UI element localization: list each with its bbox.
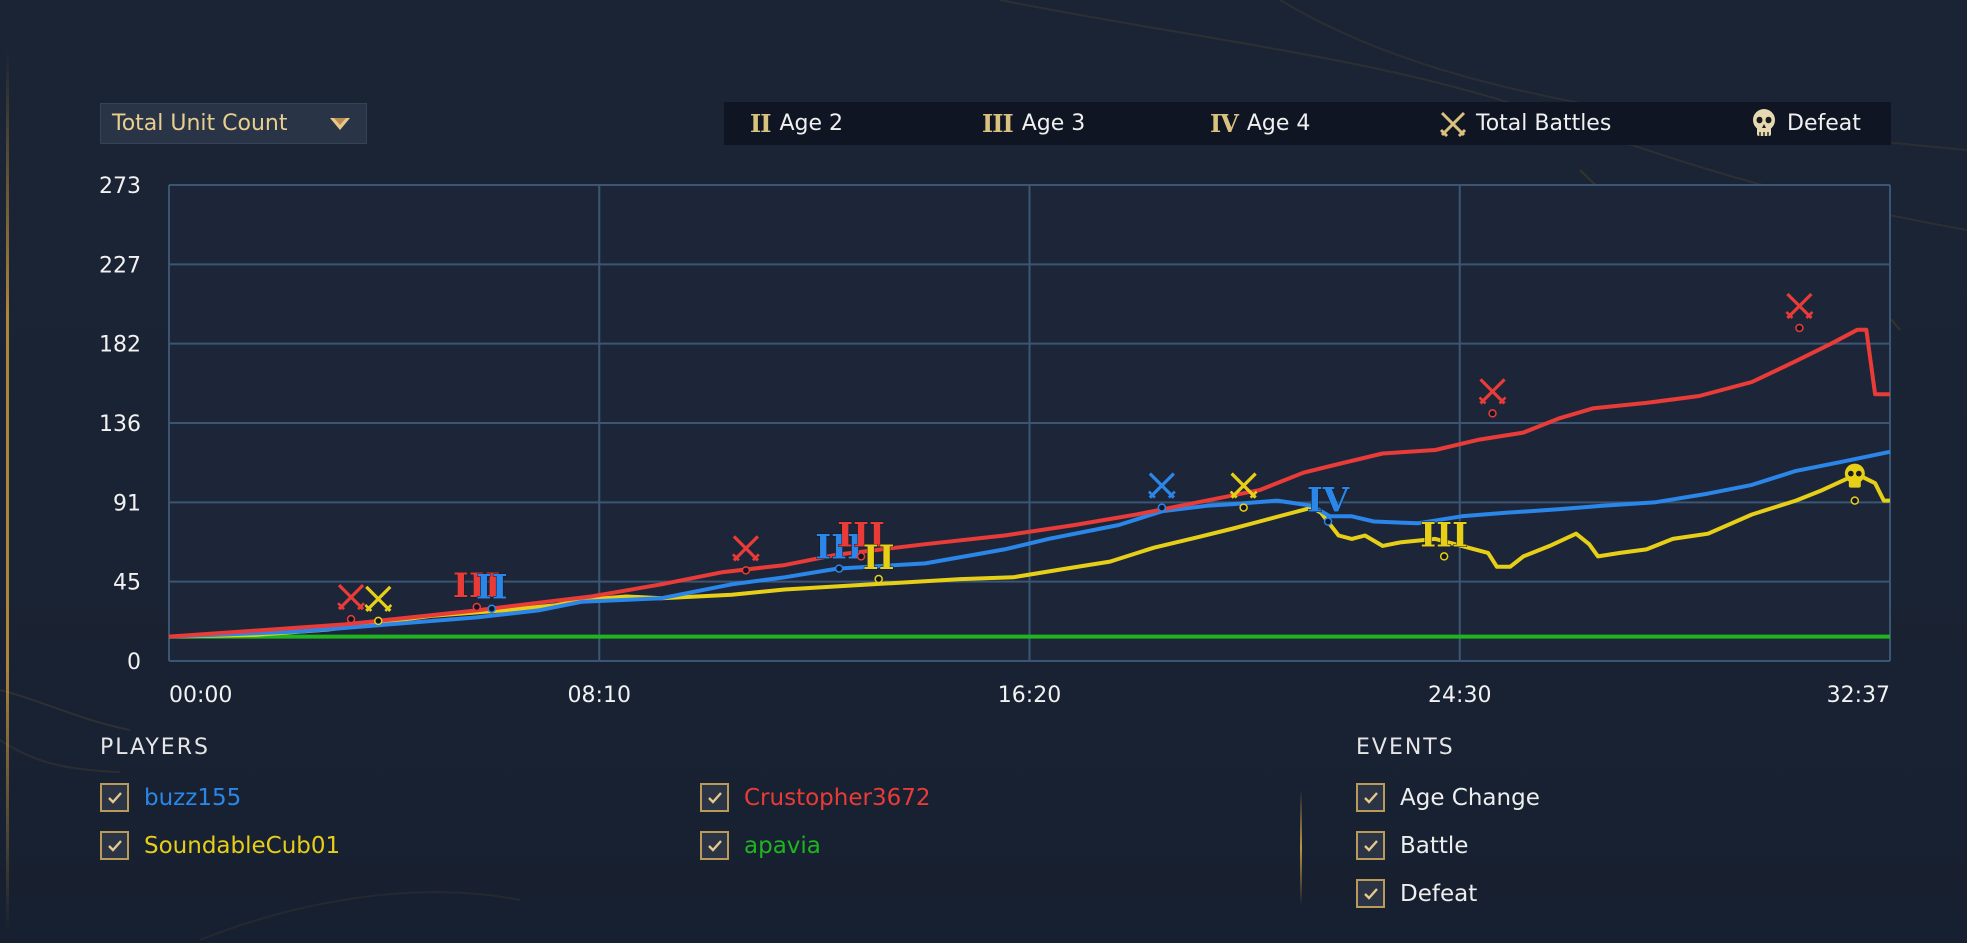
age-2-icon: II: [750, 109, 771, 138]
event-legend: II Age 2 III Age 3 IV Age 4 Total Battle…: [724, 102, 1891, 145]
legend-age3: III Age 3: [982, 102, 1085, 145]
player-toggle-apavia[interactable]: apavia: [700, 831, 821, 860]
event-toggle-battle[interactable]: Battle: [1356, 831, 1468, 860]
player-name: Crustopher3672: [744, 784, 931, 811]
player-name: SoundableCub01: [144, 832, 341, 859]
event-name: Age Change: [1400, 784, 1540, 811]
age-marker[interactable]: III: [1420, 515, 1468, 561]
age-marker[interactable]: II: [862, 538, 895, 584]
battle-marker[interactable]: [337, 584, 365, 624]
event-name: Battle: [1400, 832, 1469, 859]
player-name: buzz155: [144, 784, 242, 811]
check-icon: [107, 839, 122, 852]
player-toggle-buzz155[interactable]: buzz155: [100, 783, 241, 812]
player-name: apavia: [744, 832, 821, 859]
event-name: Defeat: [1400, 880, 1478, 907]
checkbox[interactable]: [1356, 831, 1385, 860]
age-marker[interactable]: IV: [1306, 480, 1350, 526]
metric-dropdown-label: Total Unit Count: [112, 111, 288, 136]
checkbox[interactable]: [1356, 783, 1385, 812]
checkbox[interactable]: [700, 783, 729, 812]
check-icon: [707, 791, 722, 804]
battle-marker[interactable]: [731, 535, 760, 575]
checkbox[interactable]: [700, 831, 729, 860]
unit-count-chart: 273 227 182 136 91 45 0 00:00 08:10 16:20 24:30 32…: [99, 174, 1891, 708]
battle-marker[interactable]: [1229, 472, 1258, 512]
player-toggle-soundablecub01[interactable]: SoundableCub01: [100, 831, 340, 860]
legend-label: Age 3: [1021, 111, 1086, 136]
battle-marker[interactable]: [1785, 292, 1814, 333]
series-line-crustopher3672: [168, 327, 1890, 639]
y-tick-label: 227: [99, 253, 141, 278]
legend-battles: Total Battles: [1438, 102, 1611, 145]
y-tick-label: 91: [113, 491, 141, 516]
legend-label: Defeat: [1787, 111, 1861, 136]
age-label: III: [837, 515, 885, 555]
checkbox[interactable]: [100, 783, 129, 812]
age-marker[interactable]: III: [837, 515, 885, 561]
checkbox[interactable]: [100, 831, 129, 860]
age-3-icon: III: [982, 109, 1014, 138]
x-tick-label: 32:37: [1827, 683, 1890, 708]
events-title: EVENTS: [1356, 735, 1455, 760]
legend-label: Age 2: [779, 111, 843, 136]
y-tick-label: 273: [99, 174, 141, 199]
chevron-down-icon: [330, 118, 350, 130]
x-tick-label: 08:10: [568, 683, 631, 708]
age-label: II: [863, 538, 895, 578]
check-icon: [707, 839, 722, 852]
legend-age2: II Age 2: [750, 102, 843, 145]
age-4-icon: IV: [1210, 109, 1239, 138]
left-accent-bar: [6, 50, 9, 930]
age-marker[interactable]: III: [452, 565, 501, 612]
battle-marker[interactable]: [1478, 378, 1507, 418]
metric-dropdown[interactable]: Total Unit Count: [100, 103, 367, 144]
series-line-buzz155: [168, 449, 1891, 639]
age-label: III: [815, 528, 863, 568]
legend-age4: IV Age 4: [1210, 102, 1310, 145]
player-toggle-crustopher3672[interactable]: Crustopher3672: [700, 783, 930, 812]
age-label: III: [453, 566, 501, 606]
legend-label: Total Battles: [1476, 111, 1612, 136]
battle-marker[interactable]: [364, 585, 393, 626]
age-label: III: [1420, 515, 1468, 555]
y-tick-label: 136: [99, 412, 141, 437]
x-tick-label: 16:20: [998, 683, 1061, 708]
age-label: IV: [1307, 481, 1350, 521]
check-icon: [107, 791, 122, 804]
skull-icon: [1753, 108, 1775, 136]
battle-marker[interactable]: [1147, 472, 1176, 512]
crossed-swords-icon: [1439, 111, 1467, 137]
defeat-marker[interactable]: [1844, 463, 1865, 505]
series-line-soundablecub01: [168, 472, 1890, 639]
age-label: II: [476, 568, 508, 608]
y-tick-label: 45: [113, 571, 141, 596]
y-tick-label: 0: [127, 650, 141, 675]
check-icon: [1363, 791, 1378, 804]
x-tick-label: 24:30: [1428, 683, 1491, 708]
section-divider: [1300, 790, 1302, 905]
y-tick-label: 182: [99, 333, 141, 358]
legend-label: Age 4: [1246, 111, 1311, 136]
check-icon: [1363, 839, 1378, 852]
age-marker[interactable]: II: [475, 567, 508, 613]
event-toggle-age-change[interactable]: Age Change: [1356, 783, 1540, 812]
players-title: PLAYERS: [100, 735, 210, 760]
age-marker[interactable]: III: [815, 527, 863, 573]
check-icon: [1363, 887, 1378, 900]
legend-defeat: Defeat: [1751, 102, 1861, 145]
event-toggle-defeat[interactable]: Defeat: [1356, 879, 1477, 908]
checkbox[interactable]: [1356, 879, 1385, 908]
x-tick-label: 00:00: [169, 683, 232, 708]
